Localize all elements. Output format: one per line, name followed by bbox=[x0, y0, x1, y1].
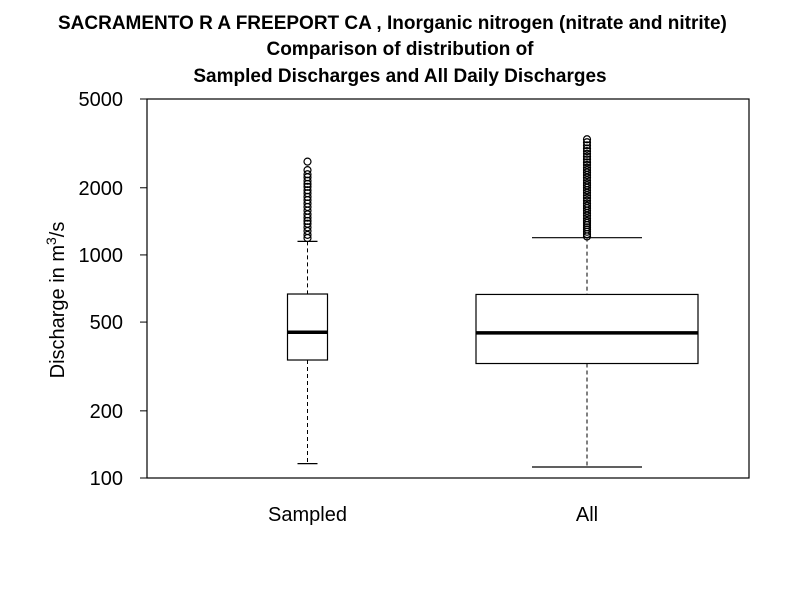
boxes-group bbox=[286, 135, 699, 468]
outlier-point bbox=[582, 223, 592, 232]
y-axis-label-sup: 3 bbox=[43, 237, 59, 245]
outlier-point bbox=[582, 152, 592, 161]
y-tick-label: 5000 bbox=[79, 89, 124, 111]
outlier-point bbox=[582, 199, 592, 208]
y-tick-label: 200 bbox=[90, 401, 123, 423]
outlier-point bbox=[582, 149, 592, 158]
y-tick-label: 1000 bbox=[79, 245, 124, 267]
outlier-point bbox=[582, 196, 592, 205]
outlier-point bbox=[582, 181, 592, 190]
outlier-point bbox=[303, 219, 312, 228]
outlier-point bbox=[582, 178, 592, 188]
x-category-label: Sampled bbox=[268, 504, 347, 526]
iqr-box bbox=[475, 293, 699, 365]
outlier-point bbox=[582, 144, 592, 153]
y-tick-label: 500 bbox=[90, 312, 123, 334]
y-axis-label-base: Discharge in m bbox=[47, 245, 69, 378]
outlier-point bbox=[582, 135, 592, 144]
plot-frame bbox=[146, 98, 750, 479]
box-all bbox=[475, 135, 699, 468]
outlier-point bbox=[582, 147, 592, 156]
y-axis-label: Discharge in m3/s bbox=[43, 222, 69, 379]
y-tick-label: 100 bbox=[90, 468, 123, 490]
outlier-point bbox=[582, 176, 592, 185]
chart-title-line-1: SACRAMENTO R A FREEPORT CA , Inorganic n… bbox=[58, 13, 727, 34]
outlier-point bbox=[303, 182, 312, 191]
chart-title-line-3: Sampled Discharges and All Daily Dischar… bbox=[193, 66, 607, 87]
x-category-label: All bbox=[576, 504, 598, 526]
outlier-point bbox=[303, 186, 312, 195]
outlier-point bbox=[582, 158, 592, 167]
chart-title-line-2: Comparison of distribution of bbox=[266, 39, 534, 60]
outlier-point bbox=[582, 166, 592, 175]
iqr-box bbox=[286, 293, 329, 361]
x-axis-labels: Sampled All bbox=[268, 504, 598, 526]
outlier-point bbox=[582, 160, 592, 170]
outlier-point bbox=[582, 163, 592, 172]
outlier-point bbox=[303, 157, 312, 166]
outlier-point bbox=[582, 193, 592, 203]
outlier-point bbox=[303, 170, 312, 179]
outlier-point bbox=[582, 214, 592, 223]
y-axis-label-tail: /s bbox=[47, 222, 69, 238]
outlier-point bbox=[582, 201, 592, 210]
y-tick-label: 2000 bbox=[79, 178, 124, 200]
outlier-point bbox=[303, 166, 312, 175]
outlier-point bbox=[582, 138, 592, 147]
outlier-point bbox=[582, 216, 592, 226]
box-sampled bbox=[286, 157, 329, 465]
outlier-point bbox=[582, 155, 592, 164]
y-axis: 100 200 500 1000 2000 5000 bbox=[79, 89, 147, 490]
outlier-point bbox=[582, 141, 592, 150]
outlier-point bbox=[303, 223, 312, 232]
